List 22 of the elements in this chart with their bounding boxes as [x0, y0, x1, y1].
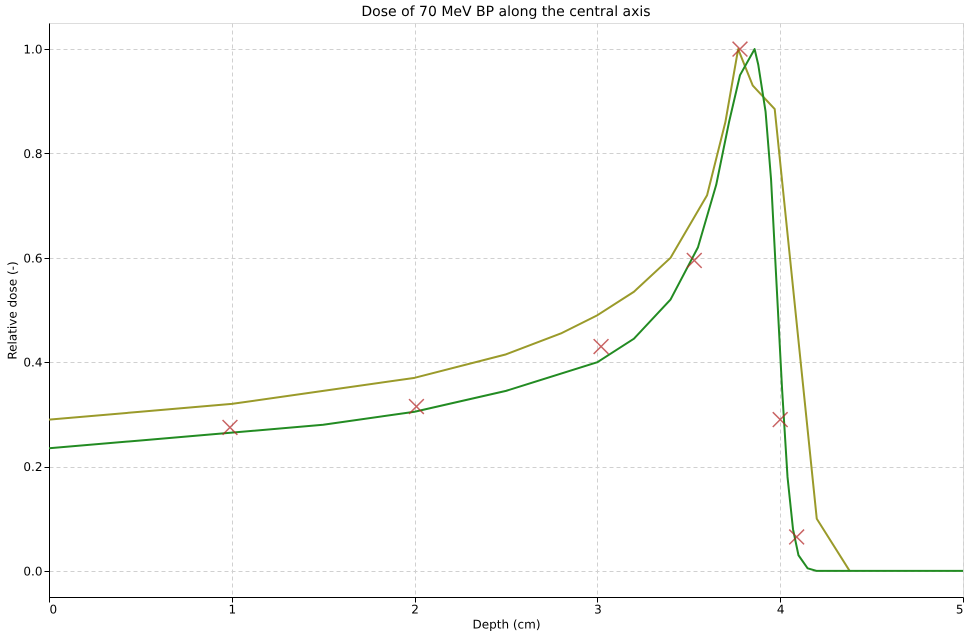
x-tick-label: 2 [411, 602, 419, 616]
x-tick-label: 4 [776, 602, 785, 616]
x-tick-label: 1 [228, 602, 236, 616]
point [732, 40, 748, 58]
point [686, 252, 702, 269]
y-tick-label: 0.8 [23, 146, 42, 161]
point [772, 411, 788, 428]
point [788, 528, 805, 546]
x-axis-title: Depth (cm) [472, 618, 541, 632]
chart-title: Dose of 70 MeV BP along the central axis [361, 4, 651, 20]
y-tick-label: 0.0 [23, 564, 42, 578]
y-tick-label: 0.6 [23, 251, 42, 266]
x-tick-label: 3 [594, 602, 602, 616]
x-tick-label: 5 [956, 602, 964, 616]
point [408, 398, 425, 415]
y-tick-label: 1.0 [23, 42, 42, 57]
y-axis-title: Relative dose (-) [5, 261, 20, 360]
point [222, 419, 238, 436]
y-tick-label: 0.2 [23, 460, 42, 474]
y-tick-label: 0.4 [23, 356, 42, 370]
point [592, 338, 610, 355]
x-tick-label: 0 [50, 602, 58, 616]
